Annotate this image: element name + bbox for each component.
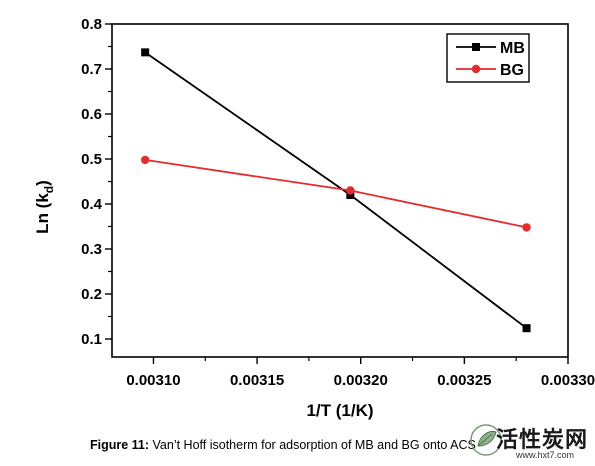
y-tick-label: 0.8	[81, 16, 102, 33]
plot-frame	[111, 23, 569, 358]
y-axis-title-close: )	[33, 180, 52, 186]
x-tick-label: 0.00315	[230, 372, 284, 389]
point-mb	[141, 48, 150, 57]
series-line-mb	[144, 51, 528, 329]
y-tick-label: 0.2	[81, 286, 102, 303]
point-bg	[140, 155, 150, 165]
legend-marker-bg	[471, 64, 481, 74]
figure-caption: Figure 11: Van’t Hoff isotherm for adsor…	[90, 438, 476, 452]
watermark-text: 活性炭网	[496, 428, 589, 453]
x-tick-label: 0.00330	[541, 372, 595, 389]
x-axis-title: 1/T (1/K)	[306, 401, 373, 420]
y-tick-label: 0.5	[81, 151, 102, 168]
plot-area	[111, 23, 569, 358]
series-layer	[140, 48, 531, 333]
watermark: 活性炭网 www.hxt7.com	[468, 420, 593, 464]
series-line-bg	[145, 159, 527, 229]
y-axis: 0.1 0.2 0.3 0.4 0.5 0.6 0.7 0.8	[81, 16, 112, 348]
legend-label-bg: BG	[500, 62, 524, 79]
x-axis: 0.00310 0.00315 0.00320 0.00325 0.00330	[126, 357, 595, 389]
watermark-url: www.hxt7.com	[516, 450, 575, 460]
y-tick-label: 0.7	[81, 61, 102, 78]
legend-marker-mb	[472, 43, 480, 51]
x-tick-label: 0.00320	[334, 372, 388, 389]
y-tick-label: 0.4	[81, 196, 103, 213]
point-bg	[522, 223, 531, 232]
y-axis-title: Ln (kd)	[33, 180, 56, 234]
legend-box	[446, 33, 530, 83]
legend: MB BG	[446, 33, 530, 83]
point-bg	[346, 186, 355, 195]
x-tick-label: 0.00310	[126, 372, 180, 389]
x-tick-label: 0.00325	[437, 372, 491, 389]
y-tick-label: 0.1	[81, 331, 102, 348]
leaf-logo-icon	[470, 424, 502, 456]
y-tick-label: 0.6	[81, 106, 102, 123]
y-axis-title-sub: d	[42, 186, 56, 193]
legend-label-mb: MB	[500, 40, 525, 57]
caption-label: Figure 11:	[90, 438, 150, 452]
point-mb	[346, 191, 355, 199]
caption-text: Van’t Hoff isotherm for adsorption of MB…	[149, 438, 476, 452]
y-axis-title-main: Ln (k	[33, 193, 52, 234]
point-mb	[522, 324, 531, 333]
y-tick-label: 0.3	[81, 241, 102, 258]
